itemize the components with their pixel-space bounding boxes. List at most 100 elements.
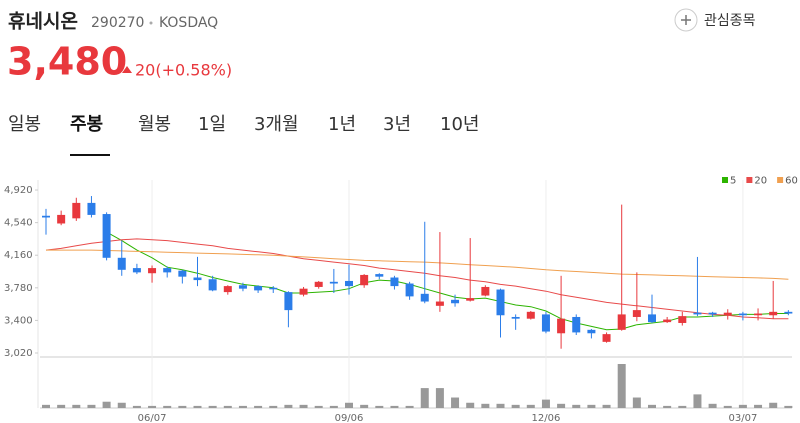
volume-bar [132,405,141,408]
candle-body [557,318,566,334]
separator-dot [149,21,153,25]
candle-body [148,268,157,274]
volume-bar [466,402,475,408]
candle-body [42,215,50,218]
volume-bar [223,405,232,408]
candle-body [572,316,581,333]
price: 3,480 [7,40,127,84]
tab[interactable]: 1년 [328,114,356,135]
watchlist-label: 관심종목 [704,13,756,29]
moving-average-line [106,231,789,331]
volume-bar [269,405,278,408]
moving-average-line [46,249,789,280]
watchlist-button[interactable]: 관심종목 [674,8,756,32]
tab[interactable]: 3년 [383,114,411,135]
candle-body [526,311,535,319]
moving-average-line [45,238,789,320]
volume-bar [420,388,429,408]
volume-bar [481,403,490,408]
candle-body [481,286,490,296]
y-tick-label: 3,400 [4,315,33,326]
volume-bar [345,402,353,408]
candle-body [314,281,323,287]
volume-bar [572,404,581,408]
tab[interactable]: 10년 [440,114,479,135]
volume-bar [648,404,656,408]
volume-bar [541,399,550,408]
candle-body [132,268,141,273]
candle-chart: 4,920 4,540 4,160 3,780 3,400 3,020 06/07 09/06… [4,176,798,423]
candle-body [451,299,460,304]
candle-body [390,277,399,287]
legend-label: 20 [754,176,767,187]
volume-bar [148,405,157,408]
tab[interactable]: 1일 [198,114,226,135]
y-tick-label: 4,920 [4,185,33,196]
candle-body [708,312,717,315]
candle-body [360,274,369,286]
tab[interactable]: 일봉 [8,114,41,135]
tab[interactable]: 월봉 [138,114,171,135]
candle-body [254,286,263,291]
y-tick-label: 3,780 [4,283,33,294]
x-tick-label: 06/07 [138,413,167,423]
volume-bar [390,405,399,408]
volume-bar [102,401,111,408]
candle-body [299,288,308,295]
candle-body [496,289,505,316]
stock-code: 290270 [91,15,144,31]
volume-bar [254,405,263,408]
volume-bar [57,404,66,408]
volume-bar [117,402,126,408]
volume-bar [723,405,732,408]
volume-bar [375,405,384,408]
volume-bar [526,404,535,408]
volume-bar [678,405,687,408]
volume-bar [632,397,641,408]
candle-body [723,312,732,316]
y-tick-label: 3,020 [4,348,33,359]
candle-body [617,314,626,330]
volume-bar [360,404,369,408]
volume-bar [208,405,217,408]
candle-body [345,280,353,287]
volume-bar [496,403,505,408]
candle-body [117,257,126,270]
volume-bar [163,405,172,408]
candle-body [329,281,338,284]
volume-bar [693,394,702,408]
candle-body [57,214,66,224]
up-arrow [122,66,132,73]
tab[interactable]: 3개월 [254,114,299,135]
candle-body [466,298,475,301]
candle-body [208,279,217,291]
stock-name: 휴네시온 [8,11,78,33]
volume-bar [284,404,293,408]
volume-bar [511,404,520,408]
candle-body [511,316,520,319]
volume-bar [557,403,566,408]
period-tabs: 일봉 주봉 월봉 1일 3개월 1년 3년 10년 [8,114,479,156]
x-tick-label: 03/07 [728,413,757,423]
volume-bar [329,405,338,408]
candle-body [632,310,641,317]
volume-bar [87,404,96,408]
market: KOSDAQ [159,15,218,31]
legend-label: 60 [785,176,798,187]
volume-bar [314,405,323,408]
candle-body [602,334,611,342]
volume-bar [587,404,596,408]
volume-bar [405,405,414,408]
legend-swatch [746,177,753,183]
x-tick-label: 12/06 [532,413,561,423]
candle-body [163,268,172,273]
tab[interactable]: 주봉 [70,114,103,135]
volume-bar [784,405,793,408]
price-change: 20(+0.58%) [135,61,232,80]
volume-bar [42,404,50,408]
candle-body [693,312,702,315]
volume-bar [238,405,247,408]
